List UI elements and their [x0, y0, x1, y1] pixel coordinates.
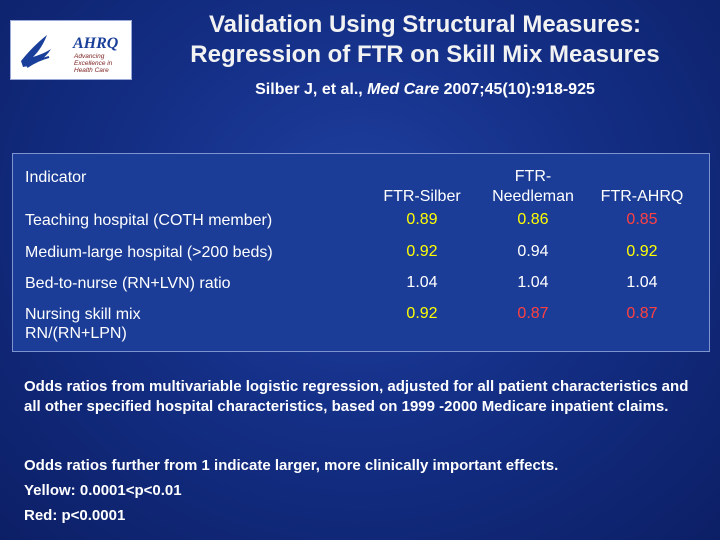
row-label-skill-mix-2: RN/(RN+LPN) [25, 325, 127, 342]
col-header-ftr-needleman-2: Needleman [492, 188, 574, 205]
indicator-header: Indicator [25, 169, 87, 186]
title-line-1: Validation Using Structural Measures: [208, 11, 642, 38]
legend-yellow: Yellow: 0.0001<p<0.01 [24, 482, 182, 499]
row1-ftr-needleman: 0.86 [517, 211, 549, 228]
row3-ftr-needleman: 1.04 [517, 274, 549, 291]
ahrq-logo-text: AHRQ [72, 35, 119, 52]
row1-ftr-ahrq: 0.85 [626, 211, 658, 228]
row3-ftr-silber: 1.04 [406, 274, 438, 291]
row-label-medium-large: Medium-large hospital (>200 beds) [25, 244, 273, 261]
logo-tagline-3: Health Care [74, 67, 109, 74]
row-label-teaching: Teaching hospital (COTH member) [25, 212, 273, 229]
citation-journal: Med Care [367, 81, 440, 98]
citation-details: 2007;45(10):918-925 [439, 81, 595, 98]
note-odds-ratios: Odds ratios from multivariable logistic … [24, 378, 689, 415]
row4-ftr-ahrq: 0.87 [626, 305, 658, 322]
note-interpretation: Odds ratios further from 1 indicate larg… [24, 457, 559, 474]
legend-red: Red: p<0.0001 [24, 507, 126, 524]
citation-authors: Silber J, et al., [255, 81, 368, 98]
ahrq-logo: AHRQ Advancing Excellence in Health Care [10, 20, 132, 80]
row-label-bed-to-nurse: Bed-to-nurse (RN+LVN) ratio [25, 275, 231, 292]
row4-ftr-needleman: 0.87 [517, 305, 549, 322]
hhs-emblem-icon [21, 35, 51, 68]
col-header-ftr-ahrq: FTR-AHRQ [600, 188, 684, 205]
row-label-skill-mix-1: Nursing skill mix [25, 306, 141, 323]
row1-ftr-silber: 0.89 [406, 211, 438, 228]
col-header-ftr-needleman-1: FTR- [514, 168, 552, 185]
title-line-2: Regression of FTR on Skill Mix Measures [190, 41, 660, 68]
row2-ftr-needleman: 0.94 [517, 243, 549, 260]
row2-ftr-silber: 0.92 [406, 243, 438, 260]
row2-ftr-ahrq: 0.92 [626, 243, 658, 260]
logo-tagline-1: Advancing [73, 53, 105, 60]
row4-ftr-silber: 0.92 [406, 305, 438, 322]
results-table: Indicator FTR-Silber FTR- Needleman FTR-… [12, 153, 710, 352]
citation: Silber J, et al., Med Care 2007;45(10):9… [140, 80, 710, 100]
row3-ftr-ahrq: 1.04 [626, 274, 658, 291]
col-header-ftr-silber: FTR-Silber [383, 188, 461, 205]
logo-tagline-2: Excellence in [74, 60, 113, 67]
slide-title: Validation Using Structural Measures: Re… [140, 10, 710, 70]
